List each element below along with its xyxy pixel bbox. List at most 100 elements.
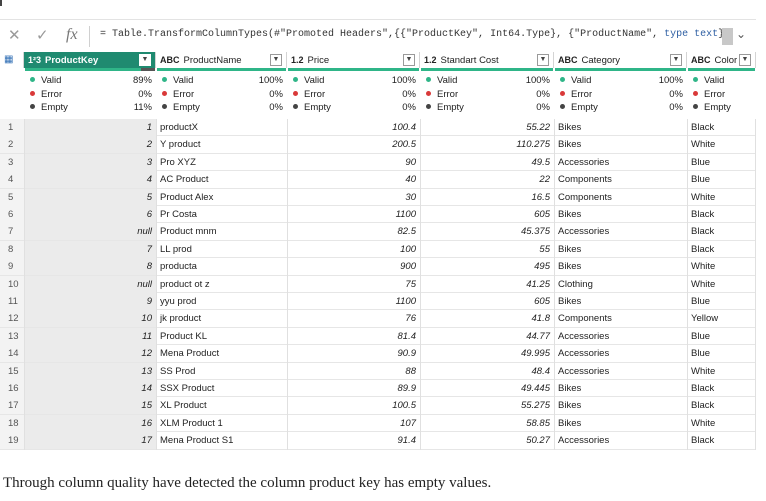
cell-color[interactable]: Black: [691, 243, 715, 255]
row-number[interactable]: 6: [0, 206, 24, 223]
cell-price[interactable]: 90: [405, 156, 416, 168]
table-row[interactable]: 1 1 productX 100.4 55.22 Bikes Black: [0, 119, 756, 137]
cell-cost[interactable]: 49.445: [520, 383, 550, 394]
cell-key[interactable]: 15: [24, 397, 156, 415]
cell-price[interactable]: 30: [405, 191, 416, 203]
row-number[interactable]: 11: [0, 293, 24, 310]
cell-color[interactable]: Black: [691, 383, 715, 394]
cell-color[interactable]: Blue: [691, 156, 711, 168]
filter-dropdown-icon[interactable]: ▼: [403, 54, 415, 66]
cell-name[interactable]: LL prod: [160, 243, 192, 255]
cell-name[interactable]: jk product: [160, 313, 202, 325]
cell-cost[interactable]: 605: [534, 296, 550, 307]
cell-category[interactable]: Bikes: [558, 209, 582, 220]
cell-price[interactable]: 89.9: [397, 383, 417, 394]
cell-name[interactable]: Mena Product: [160, 348, 220, 360]
cell-cost[interactable]: 495: [534, 261, 550, 273]
row-number[interactable]: 18: [0, 414, 24, 432]
row-number[interactable]: 5: [0, 188, 24, 206]
cell-category[interactable]: Accessories: [558, 435, 610, 447]
cell-price[interactable]: 75: [405, 278, 416, 290]
column-header-1[interactable]: ABC ProductName ▼: [156, 52, 287, 68]
cell-key[interactable]: 2: [24, 136, 156, 154]
cell-price[interactable]: 1100: [395, 296, 416, 307]
cell-price[interactable]: 90.9: [397, 348, 417, 360]
row-number[interactable]: 8: [0, 240, 24, 258]
cell-price[interactable]: 76: [405, 313, 416, 325]
table-row[interactable]: 8 7 LL prod 100 55 Bikes Black: [0, 240, 756, 259]
cell-color[interactable]: White: [691, 261, 716, 273]
cell-color[interactable]: White: [691, 139, 716, 151]
cell-price[interactable]: 81.4: [397, 330, 417, 342]
cell-name[interactable]: Product Alex: [160, 191, 214, 203]
cell-cost[interactable]: 50.27: [526, 435, 550, 447]
cell-name[interactable]: SSX Product: [160, 383, 215, 394]
column-quality-summary[interactable]: Valid Error Empty: [687, 74, 756, 116]
cell-key[interactable]: 6: [24, 206, 156, 223]
table-row[interactable]: 16 14 SSX Product 89.9 49.445 Bikes Black: [0, 380, 756, 398]
table-row[interactable]: 3 3 Pro XYZ 90 49.5 Accessories Blue: [0, 153, 756, 172]
cell-name[interactable]: Mena Product S1: [160, 435, 234, 447]
cell-cost[interactable]: 55.22: [526, 122, 550, 133]
table-row[interactable]: 7 null Product mnm 82.5 45.375 Accessories Bla…: [0, 223, 756, 241]
cell-name[interactable]: XLM Product 1: [160, 417, 223, 429]
cell-key[interactable]: 11: [24, 327, 156, 345]
column-type-icon[interactable]: ABC: [558, 55, 578, 65]
cell-color[interactable]: Black: [691, 400, 715, 412]
cell-category[interactable]: Bikes: [558, 139, 582, 151]
cell-key[interactable]: 1: [24, 119, 156, 136]
row-number[interactable]: 12: [0, 310, 24, 328]
table-row[interactable]: 9 8 producta 900 495 Bikes White: [0, 258, 756, 276]
filter-dropdown-icon[interactable]: ▼: [670, 54, 682, 66]
column-quality-summary[interactable]: Valid 100% Error 0% Empty 0%: [156, 74, 287, 116]
table-row[interactable]: 15 13 SS Prod 88 48.4 Accessories White: [0, 362, 756, 380]
row-number[interactable]: 2: [0, 136, 24, 154]
check-icon[interactable]: ✓: [36, 27, 49, 44]
cell-color[interactable]: White: [691, 278, 716, 290]
cell-cost[interactable]: 41.25: [526, 278, 550, 290]
cell-name[interactable]: XL Product: [160, 400, 207, 412]
cell-key[interactable]: 9: [24, 293, 156, 310]
cell-name[interactable]: Pr Costa: [160, 209, 197, 220]
cell-category[interactable]: Components: [558, 191, 612, 203]
cell-key[interactable]: 5: [24, 188, 156, 206]
cell-cost[interactable]: 41.8: [531, 313, 551, 325]
cell-cost[interactable]: 16.5: [531, 191, 551, 203]
table-menu-button[interactable]: ▦: [0, 52, 24, 68]
cell-cost[interactable]: 22: [539, 174, 550, 186]
cell-key[interactable]: null: [24, 275, 156, 293]
cell-color[interactable]: White: [691, 365, 716, 377]
cell-color[interactable]: Blue: [691, 348, 711, 360]
column-header-2[interactable]: 1.2 Price ▼: [287, 52, 420, 68]
cell-category[interactable]: Accessories: [558, 365, 610, 377]
cell-key[interactable]: 12: [24, 345, 156, 363]
cell-key[interactable]: 4: [24, 171, 156, 189]
cell-category[interactable]: Clothing: [558, 278, 593, 290]
column-header-0[interactable]: 1²3 ProductKey ▼: [24, 52, 156, 68]
cell-price[interactable]: 100: [400, 243, 416, 255]
table-row[interactable]: 13 11 Product KL 81.4 44.77 Accessories Blue: [0, 327, 756, 346]
cell-key[interactable]: 8: [24, 258, 156, 276]
cell-price[interactable]: 107: [400, 417, 416, 429]
row-number[interactable]: 9: [0, 258, 24, 276]
cell-color[interactable]: Black: [691, 209, 715, 220]
cell-name[interactable]: Product mnm: [160, 226, 217, 238]
column-type-icon[interactable]: ABC: [160, 55, 180, 65]
cell-name[interactable]: productX: [160, 122, 199, 133]
cell-category[interactable]: Bikes: [558, 383, 582, 394]
cell-price[interactable]: 40: [405, 174, 416, 186]
cell-category[interactable]: Accessories: [558, 226, 610, 238]
cell-key[interactable]: 3: [24, 153, 156, 171]
cell-key[interactable]: 16: [24, 414, 156, 432]
cell-name[interactable]: Pro XYZ: [160, 156, 196, 168]
cell-color[interactable]: Black: [691, 226, 715, 238]
row-number[interactable]: 14: [0, 345, 24, 363]
cell-category[interactable]: Bikes: [558, 417, 582, 429]
column-quality-summary[interactable]: Valid 100% Error 0% Empty 0%: [287, 74, 420, 116]
cell-name[interactable]: Product KL: [160, 330, 207, 342]
column-quality-summary[interactable]: Valid 100% Error 0% Empty 0%: [554, 74, 687, 116]
cell-category[interactable]: Components: [558, 174, 612, 186]
cell-key[interactable]: 14: [24, 380, 156, 397]
cell-cost[interactable]: 48.4: [531, 365, 551, 377]
column-header-5[interactable]: ABC Color ▼: [687, 52, 756, 68]
